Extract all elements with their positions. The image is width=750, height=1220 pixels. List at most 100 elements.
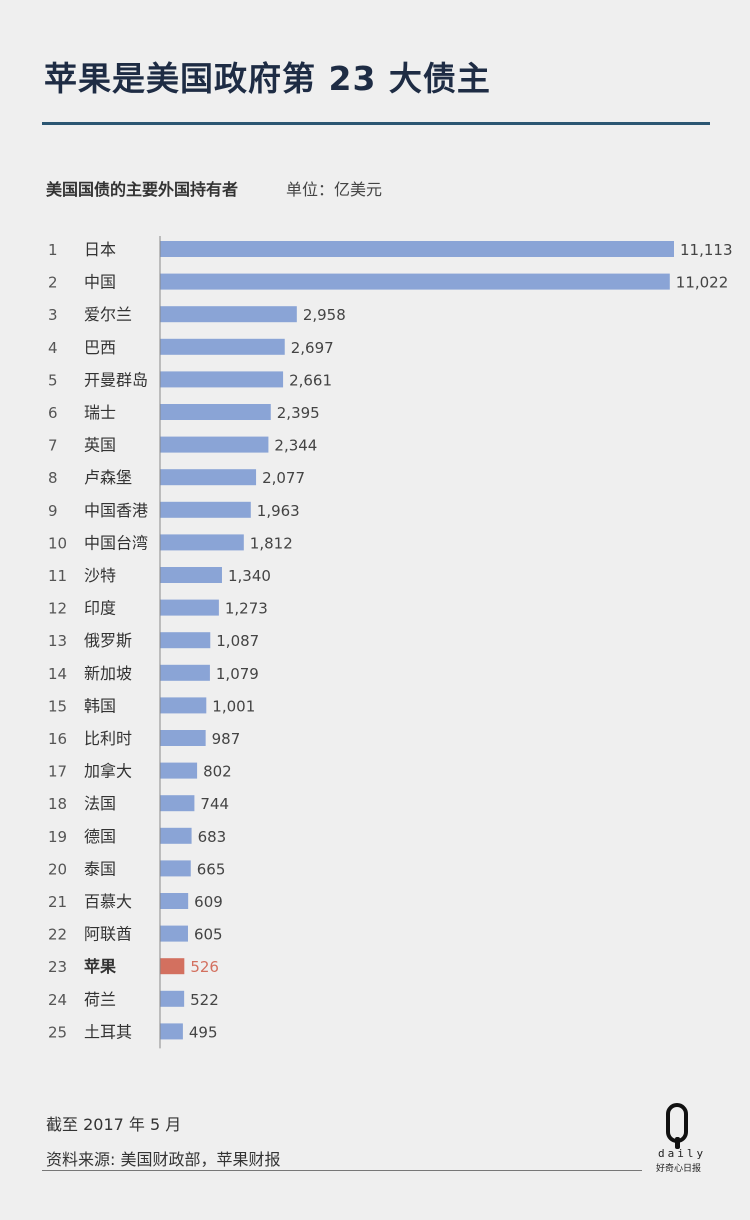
category-label: 印度	[84, 599, 116, 618]
logo-tagline: 好奇心日报	[656, 1164, 702, 1174]
category-label: 比利时	[84, 729, 132, 748]
bar	[160, 632, 211, 649]
value-label: 2,661	[289, 371, 332, 389]
rank-label: 4	[48, 339, 58, 357]
value-label: 987	[212, 730, 241, 748]
value-label: 2,077	[262, 469, 305, 487]
category-label: 日本	[84, 240, 116, 259]
bar	[160, 762, 198, 779]
rank-label: 21	[48, 893, 67, 911]
value-label: 802	[203, 763, 232, 781]
rank-label: 3	[48, 306, 58, 324]
category-label: 法国	[84, 794, 116, 813]
rank-label: 17	[48, 763, 67, 781]
rank-label: 2	[48, 274, 58, 292]
value-label: 609	[194, 893, 223, 911]
rank-label: 11	[48, 567, 67, 585]
value-label: 11,022	[676, 274, 729, 292]
category-label: 开曼群岛	[84, 370, 148, 389]
source-note: 资料来源: 美国财政部，苹果财报	[46, 1150, 281, 1169]
bar	[160, 860, 191, 877]
bar	[160, 893, 189, 909]
value-label: 1,001	[212, 697, 255, 715]
rank-label: 16	[48, 730, 67, 748]
rank-label: 12	[48, 600, 67, 618]
category-label: 德国	[84, 827, 116, 846]
value-label: 1,340	[228, 567, 271, 585]
bar	[160, 664, 210, 681]
category-label: 土耳其	[84, 1022, 132, 1041]
bar	[160, 958, 185, 975]
bar	[160, 730, 206, 746]
value-label: 522	[190, 991, 219, 1009]
chart-subtitle: 美国国债的主要外国持有者	[46, 180, 239, 199]
category-label: 英国	[84, 436, 116, 455]
category-label: 百慕大	[84, 892, 132, 911]
bar	[160, 827, 192, 844]
rank-label: 22	[48, 926, 67, 944]
category-label: 卢森堡	[84, 468, 132, 487]
value-label: 2,344	[274, 437, 317, 455]
logo-wordmark: daily	[658, 1147, 707, 1160]
value-label: 1,963	[257, 502, 300, 520]
category-label: 苹果	[84, 957, 116, 976]
category-label: 巴西	[84, 338, 116, 357]
rank-label: 7	[48, 437, 58, 455]
bar	[160, 436, 269, 453]
category-label: 沙特	[84, 566, 116, 585]
rank-label: 20	[48, 860, 67, 878]
category-label: 俄罗斯	[84, 631, 132, 650]
value-label: 605	[194, 926, 223, 944]
bar	[160, 599, 219, 616]
bar	[160, 795, 195, 812]
rank-label: 24	[48, 991, 67, 1009]
value-label: 1,812	[250, 534, 293, 552]
bar	[160, 404, 271, 420]
category-label: 泰国	[84, 859, 116, 878]
bar	[160, 338, 285, 355]
category-label: 阿联酋	[84, 925, 132, 944]
rank-label: 9	[48, 502, 58, 520]
rank-label: 10	[48, 534, 67, 552]
bar	[160, 1023, 183, 1040]
rank-label: 13	[48, 632, 67, 650]
category-label: 中国台湾	[84, 533, 148, 552]
value-label: 2,958	[303, 306, 346, 324]
value-label: 1,273	[225, 600, 268, 618]
value-label: 11,113	[680, 241, 733, 259]
value-label: 683	[198, 828, 227, 846]
rank-label: 25	[48, 1023, 67, 1041]
rank-label: 1	[48, 241, 58, 259]
bar	[160, 925, 188, 942]
bar	[160, 306, 297, 323]
rank-label: 19	[48, 828, 67, 846]
category-label: 加拿大	[84, 762, 132, 781]
rank-label: 6	[48, 404, 58, 422]
bar	[160, 371, 284, 388]
rank-label: 18	[48, 795, 67, 813]
rank-label: 23	[48, 958, 67, 976]
category-label: 中国	[84, 273, 116, 292]
value-label: 526	[190, 958, 219, 976]
value-label: 744	[200, 795, 229, 813]
rank-label: 5	[48, 371, 58, 389]
value-label: 665	[197, 860, 226, 878]
bar	[160, 241, 674, 257]
category-label: 韩国	[84, 696, 116, 715]
bar-chart: 1 日本 11,113 2 中国 11,022 3 爱尔兰 2,958 4 巴西 2,697 5 开曼群岛…	[48, 236, 733, 1049]
value-label: 1,079	[216, 665, 259, 683]
footer-divider	[42, 1170, 642, 1171]
category-label: 荷兰	[84, 990, 116, 1009]
category-label: 爱尔兰	[84, 305, 132, 324]
bar	[160, 567, 222, 583]
rank-label: 15	[48, 697, 67, 715]
category-label: 瑞士	[84, 403, 116, 422]
category-label: 中国香港	[84, 501, 148, 520]
date-note: 截至 2017 年 5 月	[46, 1115, 182, 1134]
rank-label: 8	[48, 469, 58, 487]
title-divider	[42, 122, 710, 125]
category-label: 新加坡	[84, 664, 132, 683]
value-label: 2,395	[277, 404, 320, 422]
bar	[160, 469, 257, 486]
unit-label: 单位：亿美元	[286, 180, 383, 199]
